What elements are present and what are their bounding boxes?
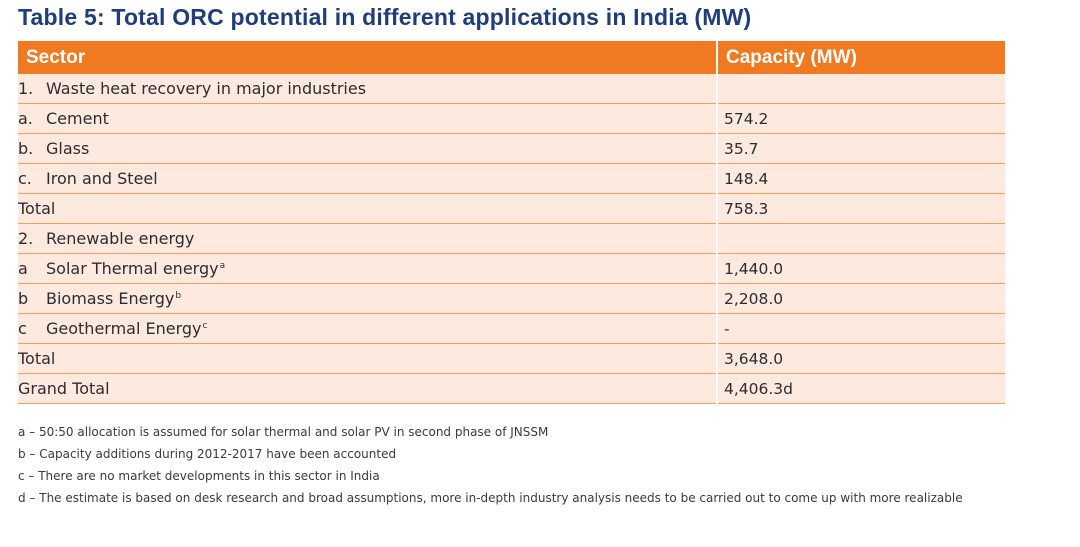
row-marker: a (18, 259, 28, 278)
row-label: Iron and Steel (46, 169, 158, 188)
footnote-d: d – The estimate is based on desk resear… (18, 491, 963, 505)
row-marker: 1. (18, 79, 34, 98)
table-row: c. Iron and Steel 148.4 (18, 163, 1005, 194)
row-marker: c (18, 319, 27, 338)
capacity-cell: 148.4 (716, 163, 1005, 194)
footnote-marker: b (175, 291, 182, 301)
row-label: Total (18, 199, 56, 218)
row-label: Cement (46, 109, 109, 128)
row-label: Total (18, 349, 56, 368)
capacity-cell (716, 223, 1005, 254)
row-label: Glass (46, 139, 90, 158)
sector-cell: b. Glass (18, 133, 717, 164)
table-row: b Biomass Energyb 2,208.0 (18, 283, 1005, 314)
capacity-cell: 4,406.3d (716, 373, 1005, 404)
table-row: 1. Waste heat recovery in major industrie… (18, 74, 1005, 104)
sector-cell: c. Iron and Steel (18, 163, 717, 194)
row-label: Grand Total (18, 379, 110, 398)
row-marker: b. (18, 139, 34, 158)
footnote-c: c – There are no market developments in … (18, 469, 380, 483)
row-label: Geothermal Energy (46, 319, 202, 338)
table-row: Total 3,648.0 (18, 343, 1005, 374)
row-label: Biomass Energy (46, 289, 175, 308)
sector-cell: c Geothermal Energyc (18, 313, 717, 344)
capacity-cell: 1,440.0 (716, 253, 1005, 284)
table-row: 2. Renewable energy (18, 223, 1005, 254)
orc-potential-table: Sector Capacity (MW) 1. Waste heat recove… (18, 41, 1005, 404)
capacity-cell: - (716, 313, 1005, 344)
footnotes-clip: a – 50:50 allocation is assumed for sola… (18, 421, 1018, 505)
capacity-cell: 3,648.0 (716, 343, 1005, 374)
table-row: b. Glass 35.7 (18, 133, 1005, 164)
footnotes: a – 50:50 allocation is assumed for sola… (18, 421, 1018, 505)
row-marker: 2. (18, 229, 34, 248)
row-marker: b (18, 289, 29, 308)
sector-cell: Total (18, 193, 717, 224)
table-header-row: Sector Capacity (MW) (18, 41, 1005, 74)
row-label: Renewable energy (46, 229, 195, 248)
table-row: a Solar Thermal energya 1,440.0 (18, 253, 1005, 284)
sector-cell: Grand Total (18, 373, 717, 404)
capacity-cell: 758.3 (716, 193, 1005, 224)
footnote-a: a – 50:50 allocation is assumed for sola… (18, 425, 549, 439)
table-row: c Geothermal Energyc - (18, 313, 1005, 344)
sector-cell: a. Cement (18, 103, 717, 134)
capacity-cell: 35.7 (716, 133, 1005, 164)
header-sector: Sector (18, 41, 717, 74)
sector-cell: 2. Renewable energy (18, 223, 717, 254)
capacity-cell: 2,208.0 (716, 283, 1005, 314)
table-row: a. Cement 574.2 (18, 103, 1005, 134)
footnote-b: b – Capacity additions during 2012-2017 … (18, 447, 397, 461)
sector-cell: a Solar Thermal energya (18, 253, 717, 284)
footnote-marker: a (219, 261, 226, 271)
row-marker: c. (18, 169, 32, 188)
sector-cell: Total (18, 343, 717, 374)
table-title: Table 5: Total ORC potential in differen… (18, 4, 752, 30)
sector-cell: 1. Waste heat recovery in major industrie… (18, 74, 717, 104)
capacity-cell (716, 74, 1005, 104)
table-row: Total 758.3 (18, 193, 1005, 224)
row-label: Waste heat recovery in major industries (46, 79, 367, 98)
sector-cell: b Biomass Energyb (18, 283, 717, 314)
table-row: Grand Total 4,406.3d (18, 373, 1005, 404)
header-capacity: Capacity (MW) (716, 41, 1005, 74)
capacity-cell: 574.2 (716, 103, 1005, 134)
row-marker: a. (18, 109, 33, 128)
row-label: Solar Thermal energy (46, 259, 219, 278)
footnote-marker: c (202, 321, 208, 331)
